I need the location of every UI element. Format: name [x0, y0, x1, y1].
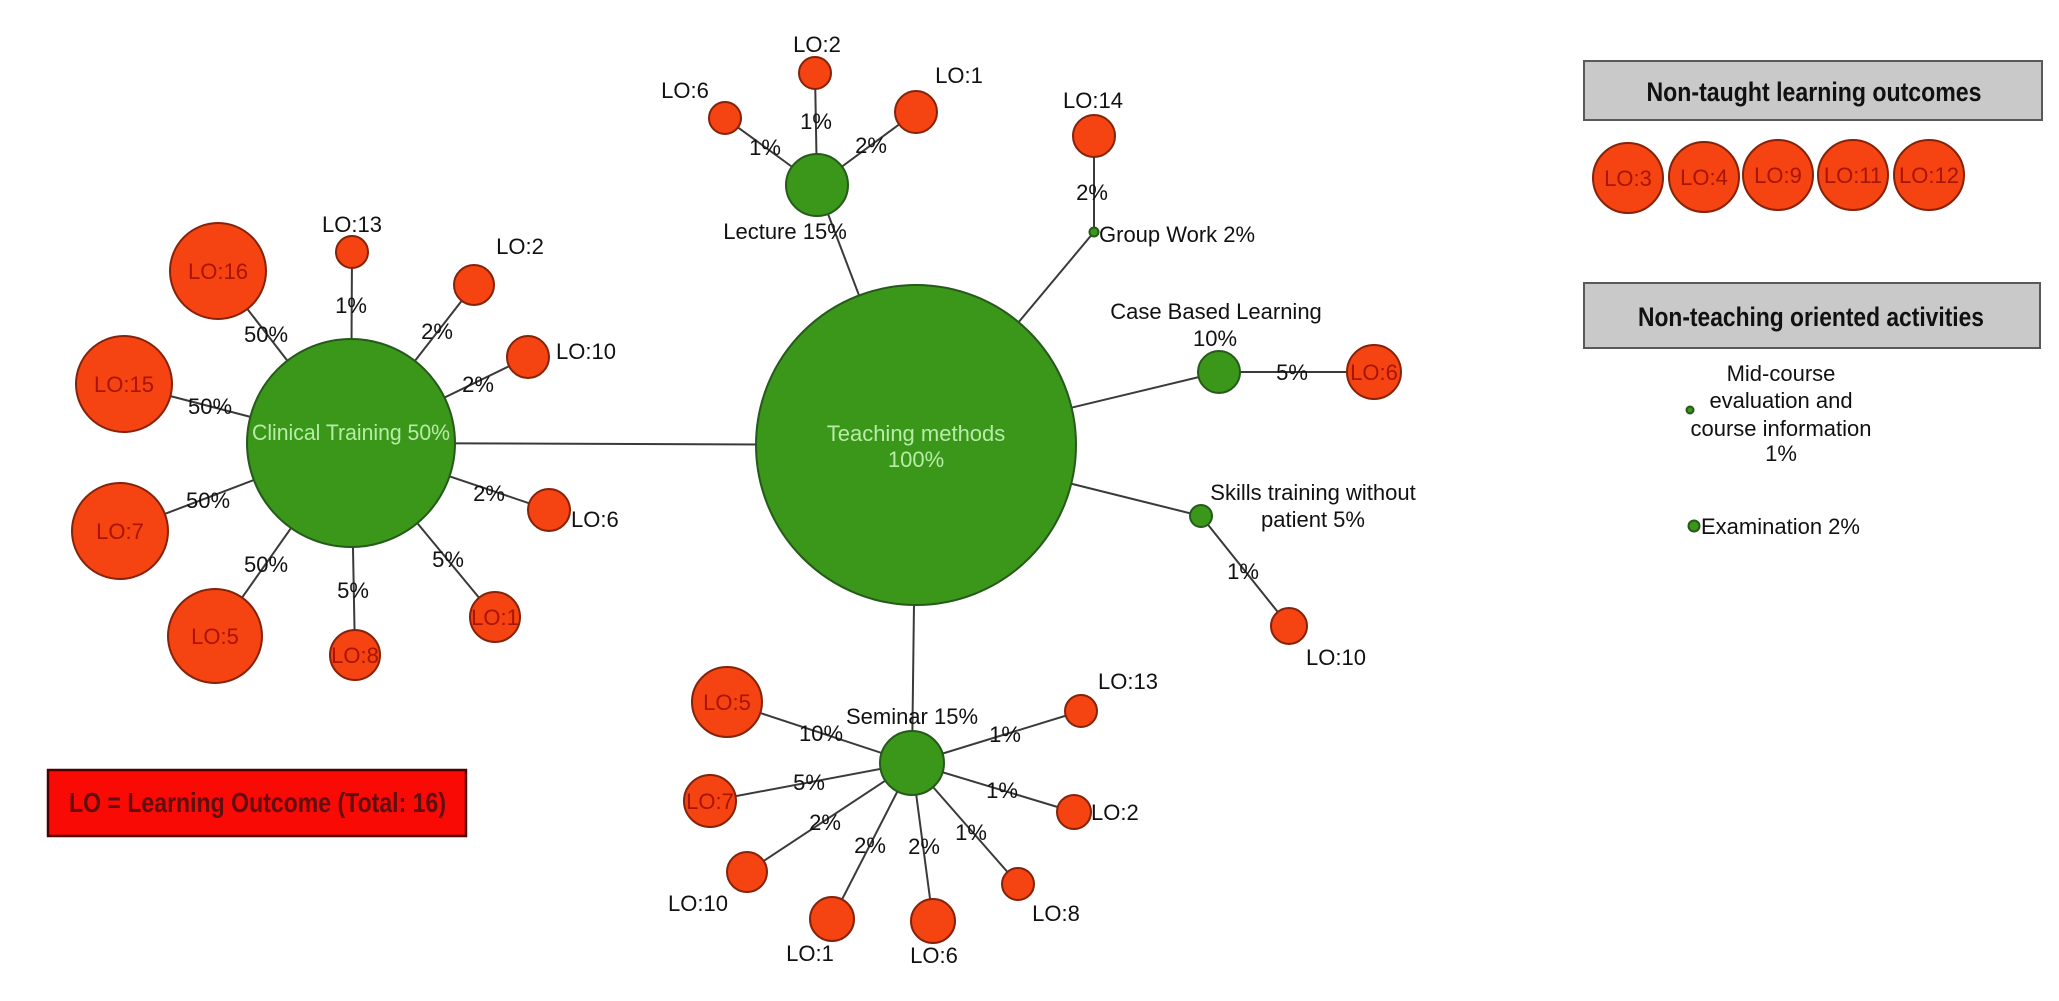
svg-text:1%: 1% — [1227, 559, 1259, 584]
svg-text:2%: 2% — [462, 372, 494, 397]
svg-text:2%: 2% — [1076, 180, 1108, 205]
svg-text:5%: 5% — [337, 578, 369, 603]
svg-text:50%: 50% — [188, 394, 232, 419]
svg-text:50%: 50% — [186, 488, 230, 513]
svg-text:2%: 2% — [809, 810, 841, 835]
svg-text:LO:12: LO:12 — [1899, 163, 1959, 188]
svg-text:Skills training without: Skills training without — [1210, 480, 1415, 505]
svg-text:LO:9: LO:9 — [1754, 163, 1802, 188]
svg-text:100%: 100% — [888, 447, 944, 472]
svg-text:Teaching methods: Teaching methods — [827, 421, 1006, 446]
svg-text:2%: 2% — [908, 834, 940, 859]
svg-text:patient 5%: patient 5% — [1261, 507, 1365, 532]
svg-text:Group Work 2%: Group Work 2% — [1099, 222, 1255, 247]
svg-text:2%: 2% — [854, 833, 886, 858]
svg-text:1%: 1% — [986, 778, 1018, 803]
svg-text:5%: 5% — [793, 770, 825, 795]
svg-text:LO:14: LO:14 — [1063, 88, 1123, 113]
svg-text:LO:7: LO:7 — [686, 789, 734, 814]
svg-text:1%: 1% — [800, 109, 832, 134]
svg-text:LO = Learning Outcome (Total:: LO = Learning Outcome (Total: 16) — [69, 787, 446, 818]
svg-text:LO:6: LO:6 — [1350, 360, 1398, 385]
svg-text:50%: 50% — [244, 552, 288, 577]
svg-text:LO:1: LO:1 — [935, 63, 983, 88]
svg-text:LO:10: LO:10 — [556, 339, 616, 364]
svg-text:Case Based Learning: Case Based Learning — [1110, 299, 1322, 324]
svg-text:50%: 50% — [244, 322, 288, 347]
svg-text:LO:16: LO:16 — [188, 259, 248, 284]
svg-text:evaluation and: evaluation and — [1709, 388, 1852, 413]
svg-text:1%: 1% — [1765, 441, 1797, 466]
svg-text:Non-teaching oriented activiti: Non-teaching oriented activities — [1638, 302, 1984, 332]
svg-text:LO:13: LO:13 — [322, 212, 382, 237]
svg-text:10%: 10% — [799, 721, 843, 746]
svg-text:2%: 2% — [855, 133, 887, 158]
svg-text:Lecture 15%: Lecture 15% — [723, 219, 847, 244]
svg-text:LO:1: LO:1 — [471, 605, 519, 630]
svg-text:Non-taught learning outcomes: Non-taught learning outcomes — [1647, 77, 1982, 107]
svg-text:LO:3: LO:3 — [1604, 166, 1652, 191]
svg-text:10%: 10% — [1193, 326, 1237, 351]
svg-text:Seminar 15%: Seminar 15% — [846, 704, 978, 729]
svg-text:Examination 2%: Examination 2% — [1701, 514, 1860, 539]
svg-text:LO:13: LO:13 — [1098, 669, 1158, 694]
svg-text:LO:7: LO:7 — [96, 519, 144, 544]
svg-text:LO:10: LO:10 — [1306, 645, 1366, 670]
svg-text:2%: 2% — [473, 481, 505, 506]
svg-text:LO:8: LO:8 — [331, 643, 379, 668]
svg-text:LO:6: LO:6 — [910, 943, 958, 968]
svg-text:LO:11: LO:11 — [1824, 163, 1882, 188]
svg-text:1%: 1% — [955, 820, 987, 845]
svg-text:LO:6: LO:6 — [661, 78, 709, 103]
svg-text:LO:8: LO:8 — [1032, 901, 1080, 926]
svg-text:LO:10: LO:10 — [668, 891, 728, 916]
svg-text:Clinical Training 50%: Clinical Training 50% — [252, 420, 450, 445]
svg-text:LO:2: LO:2 — [1091, 800, 1139, 825]
svg-text:5%: 5% — [432, 547, 464, 572]
svg-text:1%: 1% — [749, 135, 781, 160]
svg-text:LO:15: LO:15 — [94, 372, 154, 397]
svg-text:Mid-course: Mid-course — [1727, 361, 1836, 386]
svg-text:LO:4: LO:4 — [1680, 165, 1728, 190]
svg-text:LO:2: LO:2 — [793, 32, 841, 57]
svg-text:2%: 2% — [421, 319, 453, 344]
svg-text:LO:6: LO:6 — [571, 507, 619, 532]
svg-text:1%: 1% — [335, 293, 367, 318]
svg-text:5%: 5% — [1276, 360, 1308, 385]
svg-text:LO:5: LO:5 — [703, 690, 751, 715]
svg-text:LO:2: LO:2 — [496, 234, 544, 259]
svg-text:1%: 1% — [989, 722, 1021, 747]
svg-text:course information: course information — [1691, 416, 1872, 441]
svg-text:LO:5: LO:5 — [191, 624, 239, 649]
svg-text:LO:1: LO:1 — [786, 941, 834, 966]
